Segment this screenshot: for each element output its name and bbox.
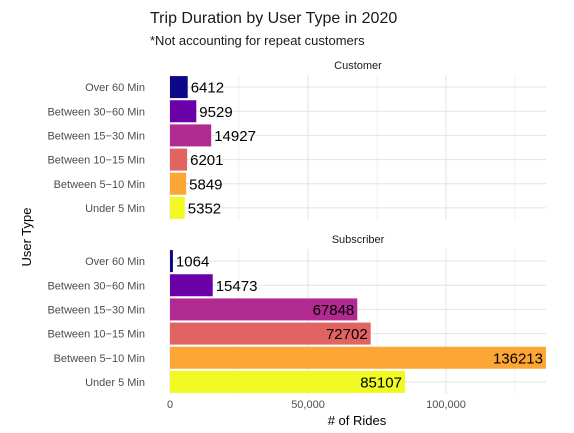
bar [170, 298, 358, 321]
x-tick-label: 50,000 [291, 399, 325, 411]
bar-value-label: 9529 [199, 104, 232, 121]
bar [170, 370, 405, 393]
y-tick-label: Between 10−15 Min [47, 329, 145, 341]
panel-subscriber: Subscriber 1064 Over 60 Min 15473 Between 30… [47, 234, 546, 394]
chart-subtitle: *Not accounting for repeat customers [150, 33, 365, 48]
panel-customer: Customer 6412 Over 60 Min 9529 Between 30−60… [47, 60, 546, 220]
panel-strip-label: Customer [334, 60, 382, 72]
y-tick-label: Over 60 Min [85, 256, 145, 268]
bar [170, 148, 188, 171]
y-tick-label: Between 5−10 Min [54, 179, 145, 191]
bar-value-label: 5849 [189, 176, 222, 193]
y-tick-label: Between 5−10 Min [54, 353, 145, 365]
y-tick-label: Between 15−30 Min [47, 130, 145, 142]
bar [170, 274, 213, 297]
bar [170, 196, 185, 219]
bar-value-label: 67848 [313, 302, 355, 319]
y-tick-label: Between 30−60 Min [47, 106, 145, 118]
bar [170, 76, 188, 99]
panels: Customer 6412 Over 60 Min 9529 Between 30−60… [47, 60, 546, 411]
y-tick-label: Under 5 Min [85, 203, 145, 215]
bar [170, 250, 173, 273]
panel-strip-label: Subscriber [332, 234, 385, 246]
y-tick-label: Under 5 Min [85, 377, 145, 389]
bar-value-label: 6412 [191, 80, 224, 97]
y-tick-label: Between 15−30 Min [47, 304, 145, 316]
bar-value-label: 136213 [493, 350, 543, 367]
bar-value-label: 85107 [360, 374, 402, 391]
y-tick-label: Between 30−60 Min [47, 280, 145, 292]
bar-value-label: 6201 [190, 152, 223, 169]
bar-value-label: 1064 [176, 254, 209, 271]
x-axis-title: # of Rides [328, 413, 387, 428]
y-tick-label: Over 60 Min [85, 82, 145, 94]
bar-value-label: 14927 [214, 128, 256, 145]
bar [170, 346, 546, 369]
chart-title: Trip Duration by User Type in 2020 [150, 10, 397, 27]
bar [170, 322, 371, 345]
bar [170, 100, 197, 123]
bar [170, 172, 187, 195]
bar-value-label: 5352 [188, 200, 221, 217]
bar-value-label: 72702 [326, 326, 368, 343]
bar [170, 124, 212, 147]
bar-value-label: 15473 [216, 278, 258, 295]
y-axis-title: User Type [19, 207, 34, 266]
x-tick-label: 100,000 [426, 399, 466, 411]
y-tick-label: Between 10−15 Min [47, 155, 145, 167]
x-tick-label: 0 [167, 399, 173, 411]
